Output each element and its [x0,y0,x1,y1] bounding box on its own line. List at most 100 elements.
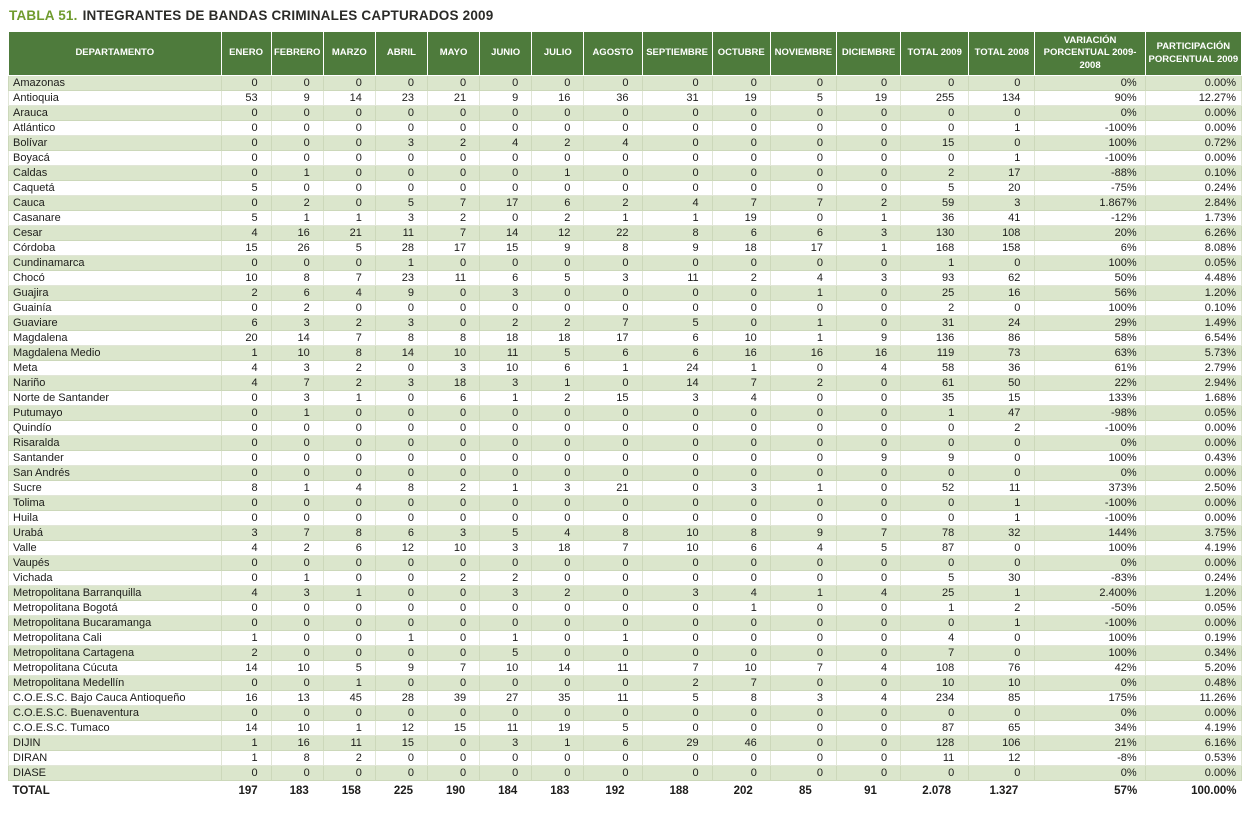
value-cell: 4 [900,630,970,647]
value-cell: 3 [270,315,324,332]
value-cell: 0 [322,495,376,512]
value-cell: 0 [374,75,429,92]
value-cell: 9 [641,240,713,257]
value-cell: 0 [711,75,771,92]
value-cell: -100% [1034,120,1146,137]
value-cell: 4 [220,375,272,392]
value-cell: 6 [220,315,272,332]
value-cell: 0 [769,675,837,692]
value-cell: 0 [835,735,902,752]
value-cell: 0 [835,630,902,647]
value-cell: 11 [322,735,376,752]
value-cell: 234 [900,690,970,707]
value-cell: 0 [900,510,970,527]
value-cell: 46 [711,735,771,752]
table-number-label: TABLA 51. [9,8,78,23]
table-row-cundinamarca: Cundinamarca 0 0 0 1 0 0 0 0 0 0 0 0 1 0 100% 0.05% [8,255,1243,272]
value-cell: 8 [322,525,376,542]
value-cell: -88% [1034,165,1146,182]
value-cell: 0 [641,615,713,632]
value-cell: 0 [769,570,837,587]
value-cell: 0 [711,255,771,272]
value-cell: 0 [531,255,585,272]
value-cell: 8 [374,480,429,497]
value-cell: 0 [583,150,643,167]
value-cell: 0.24% [1144,180,1243,197]
value-cell: 0 [641,465,713,482]
value-cell: 0 [583,600,643,617]
value-cell: 8 [374,330,429,347]
value-cell: 93 [900,270,970,287]
value-cell: -75% [1034,180,1146,197]
value-cell: 0 [322,705,376,722]
value-cell: 0 [583,570,643,587]
value-cell: 1 [270,165,324,182]
value-cell: 0 [531,510,585,527]
value-cell: 0 [711,555,771,572]
department-cell: Metropolitana Bucaramanga [8,615,222,632]
value-cell: 11 [479,720,533,737]
value-cell: 23 [374,270,429,287]
table-row-metropolitana-bogota: Metropolitana Bogotá 0 0 0 0 0 0 0 0 0 1 0 0 1 2 -50% 0.… [8,600,1243,617]
value-cell: 0 [426,285,481,302]
value-cell: 3 [426,360,481,377]
value-cell: 12 [531,225,585,242]
value-cell: 11 [479,345,533,362]
value-cell: 0 [711,405,771,422]
value-cell: 0 [835,315,902,332]
department-cell: Nariño [8,375,222,392]
table-row-cauca: Cauca 0 2 0 5 7 17 6 2 4 7 7 2 59 3 1.867% 2.84% [8,195,1243,212]
table-row-santander: Santander 0 0 0 0 0 0 0 0 0 0 0 9 9 0 100% 0.43% [8,450,1243,467]
value-cell: 0 [322,510,376,527]
value-cell: 1 [641,210,713,227]
total-value-cell: 183 [531,780,584,803]
value-cell: 1 [270,570,324,587]
value-cell: 0 [322,405,376,422]
table-row-valle: Valle 4 2 6 12 10 3 18 7 10 6 4 5 87 0 100% 4.19% [8,540,1243,557]
value-cell: 0 [711,120,771,137]
value-cell: 2 [270,300,324,317]
value-cell: 0 [531,570,585,587]
value-cell: 4 [479,135,533,152]
department-cell: San Andrés [8,465,222,482]
value-cell: 61 [900,375,970,392]
value-cell: 5 [479,645,533,662]
value-cell: 1 [583,210,643,227]
value-cell: 0 [426,645,481,662]
value-cell: 5 [220,210,272,227]
value-cell: 2 [531,210,585,227]
value-cell: 0.00% [1144,150,1243,167]
value-cell: 36 [900,210,970,227]
value-cell: 136 [900,330,970,347]
value-cell: 10 [426,345,481,362]
table-row-putumayo: Putumayo 0 1 0 0 0 0 0 0 0 0 0 0 1 47 -98% 0.05% [8,405,1243,422]
value-cell: 0 [220,120,272,137]
value-cell: -100% [1034,495,1146,512]
value-cell: 0 [583,285,643,302]
value-cell: 0 [479,300,533,317]
value-cell: 8 [270,270,324,287]
value-cell: 17 [583,330,643,347]
value-cell: 4 [531,525,585,542]
value-cell: 36 [583,90,643,107]
value-cell: 1 [968,120,1036,137]
value-cell: 0 [426,120,481,137]
value-cell: 0 [583,510,643,527]
value-cell: 15 [968,390,1036,407]
value-cell: 1.20% [1144,285,1243,302]
value-cell: 10 [426,540,481,557]
value-cell: 0 [426,150,481,167]
value-cell: 0 [531,675,585,692]
value-cell: 373% [1034,480,1146,497]
value-cell: 0 [968,300,1036,317]
value-cell: 0 [900,105,970,122]
table-row-tolima: Tolima 0 0 0 0 0 0 0 0 0 0 0 0 0 1 -100% 0.00% [8,495,1243,512]
value-cell: 4 [769,270,837,287]
value-cell: 6 [711,225,771,242]
table-row-bolivar: Bolívar 0 0 0 3 2 4 2 4 0 0 0 0 15 0 100% 0.72% [8,135,1243,152]
value-cell: 0 [531,645,585,662]
value-cell: 0 [711,135,771,152]
value-cell: 1 [968,615,1036,632]
department-cell: Guajira [8,285,222,302]
value-cell: 0 [641,105,713,122]
